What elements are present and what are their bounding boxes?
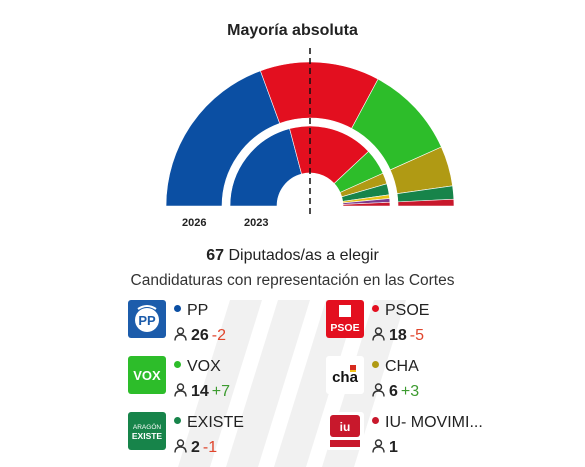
- party-card-vox[interactable]: VOX VOX 14 +7: [128, 356, 378, 406]
- iu-logo: iu: [326, 412, 364, 450]
- svg-text:cha: cha: [332, 369, 359, 386]
- person-icon: [174, 327, 187, 341]
- seats-total-count: 67: [206, 247, 225, 264]
- party-seat-change: -5: [409, 327, 425, 344]
- party-seats: 18: [389, 327, 407, 344]
- party-seats: 6: [389, 383, 398, 400]
- party-card-iu[interactable]: iu IU- MOVIMI... 1: [326, 412, 576, 462]
- ring-label-inner: 2023: [244, 217, 269, 229]
- person-icon: [372, 383, 385, 397]
- party-seats: 26: [191, 327, 209, 344]
- vox-color-dot: [174, 361, 181, 369]
- party-card-psoe[interactable]: PSOE PSOE 18 -5: [326, 300, 576, 350]
- psoe-color-dot: [372, 305, 379, 313]
- party-card-cha[interactable]: cha CHA 6 +3: [326, 356, 576, 406]
- cha-color-dot: [372, 361, 379, 369]
- party-name: VOX: [187, 358, 221, 375]
- svg-text:PSOE: PSOE: [330, 322, 359, 334]
- seat-segment-2023-pp: [229, 128, 302, 207]
- pp-logo: PP: [128, 300, 166, 338]
- party-name: IU- MOVIMI...: [385, 414, 483, 431]
- party-seats: 1: [389, 439, 398, 456]
- party-card-existe[interactable]: ARAGÓN EXISTE EXISTE 2 -1: [128, 412, 378, 462]
- psoe-logo: PSOE: [326, 300, 364, 338]
- ring-label-outer: 2026: [182, 217, 207, 229]
- seat-segment-2026-iu-movimi-: [397, 198, 455, 207]
- svg-text:ARAGÓN: ARAGÓN: [133, 422, 161, 431]
- party-card-pp[interactable]: PP PP 26 -2: [128, 300, 378, 350]
- vox-logo: VOX: [128, 356, 166, 394]
- person-icon: [372, 439, 385, 453]
- existe-color-dot: [174, 417, 181, 425]
- party-name: EXISTE: [187, 414, 244, 431]
- cha-logo: cha: [326, 356, 364, 394]
- seats-total-text: Diputados/as a elegir: [224, 247, 379, 264]
- chart-title: Mayoría absoluta: [227, 22, 358, 39]
- svg-text:EXISTE: EXISTE: [132, 431, 163, 441]
- person-icon: [174, 383, 187, 397]
- seats-total: 67 Diputados/as a elegir: [0, 247, 585, 265]
- party-seats: 2: [191, 439, 200, 456]
- svg-text:iu: iu: [340, 420, 351, 434]
- party-name: PSOE: [385, 302, 430, 319]
- person-icon: [174, 439, 187, 453]
- party-name: CHA: [385, 358, 419, 375]
- representation-subtitle: Candidaturas con representación en las C…: [130, 272, 455, 289]
- seat-segment-2023-iu: [342, 201, 391, 207]
- party-seat-change: -2: [211, 327, 227, 344]
- svg-text:VOX: VOX: [133, 368, 161, 383]
- person-icon: [372, 327, 385, 341]
- pp-color-dot: [174, 305, 181, 313]
- party-name: PP: [187, 302, 209, 319]
- svg-text:PP: PP: [138, 313, 156, 328]
- party-seats: 14: [191, 383, 209, 400]
- party-seat-change: -1: [202, 439, 218, 456]
- party-seat-change: +7: [211, 383, 231, 400]
- existe-logo: ARAGÓN EXISTE: [128, 412, 166, 450]
- iu-color-dot: [372, 417, 379, 425]
- party-seat-change: +3: [400, 383, 420, 400]
